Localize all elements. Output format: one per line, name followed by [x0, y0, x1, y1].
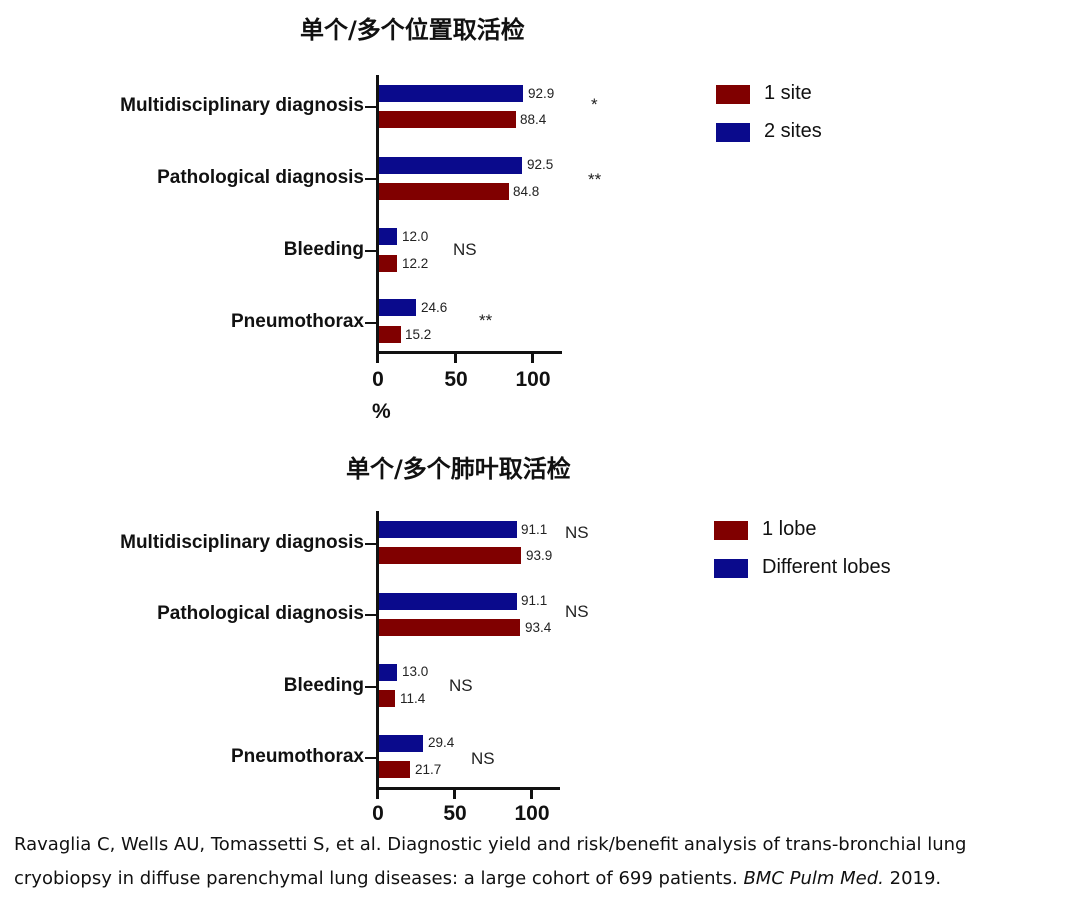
- bar-value: 92.9: [528, 86, 555, 101]
- bar-2-sites: [379, 85, 523, 102]
- bar-value: 11.4: [400, 691, 426, 706]
- x-tick-label: 100: [515, 368, 551, 391]
- legend-label: 1 site: [764, 82, 812, 104]
- y-tick: [365, 543, 377, 545]
- x-tick: [454, 352, 457, 363]
- legend-swatch-1-site: [716, 85, 750, 104]
- x-tick-label: 0: [372, 802, 384, 825]
- category-label: Multidisciplinary diagnosis: [120, 95, 364, 116]
- category-labels: Multidisciplinary diagnosis Pathological…: [0, 0, 364, 430]
- bar-1-site: [379, 255, 397, 272]
- y-tick: [365, 686, 377, 688]
- bar-1-site: [379, 183, 509, 200]
- y-tick: [365, 757, 377, 759]
- y-tick: [365, 250, 377, 252]
- x-tick: [531, 352, 534, 363]
- category-labels: Multidisciplinary diagnosis Pathological…: [0, 0, 364, 830]
- x-tick: [453, 788, 456, 799]
- bar-1-lobe: [379, 761, 410, 778]
- significance-marker: NS: [449, 676, 473, 695]
- x-tick: [376, 788, 379, 799]
- bar-value: 88.4: [520, 112, 547, 127]
- category-label: Multidisciplinary diagnosis: [120, 532, 364, 553]
- y-tick: [365, 614, 377, 616]
- bar-value: 93.9: [526, 548, 553, 563]
- bar-different-lobes: [379, 593, 517, 610]
- citation: Ravaglia C, Wells AU, Tomassetti S, et a…: [14, 828, 966, 896]
- category-label: Pathological diagnosis: [157, 603, 364, 624]
- y-tick: [365, 106, 377, 108]
- citation-journal: BMC Pulm Med.: [743, 868, 884, 889]
- significance-marker: NS: [471, 749, 495, 768]
- bar-different-lobes: [379, 664, 397, 681]
- legend-label: 2 sites: [764, 120, 822, 142]
- bar-1-lobe: [379, 547, 521, 564]
- bar-value: 84.8: [513, 184, 540, 199]
- y-tick: [365, 322, 377, 324]
- bar-value: 13.0: [402, 664, 429, 679]
- significance-marker: **: [588, 170, 602, 189]
- legend-label: 1 lobe: [762, 518, 817, 540]
- legend-label: Different lobes: [762, 556, 891, 578]
- bar-1-site: [379, 326, 401, 343]
- y-axis: [376, 75, 379, 353]
- x-tick: [376, 352, 379, 363]
- x-tick-label: 0: [372, 368, 384, 391]
- y-axis: [376, 511, 379, 789]
- category-label: Pneumothorax: [230, 311, 364, 332]
- chart-sites: 单个/多个位置取活检 Multidisciplinary diagnosis P…: [0, 0, 1080, 430]
- citation-year: 2019.: [883, 868, 942, 889]
- bar-value: 93.4: [525, 620, 552, 635]
- significance-marker: NS: [565, 602, 589, 621]
- legend-swatch-different-lobes: [714, 559, 748, 578]
- significance-marker: **: [479, 311, 493, 330]
- chart-lobes: 单个/多个肺叶取活检 Multidisciplinary diagnosis P…: [0, 0, 891, 830]
- bar-2-sites: [379, 228, 397, 245]
- significance-marker: NS: [565, 523, 589, 542]
- citation-text: of 699 patients.: [595, 868, 744, 889]
- x-tick-label: 50: [443, 802, 467, 825]
- chart-title: 单个/多个位置取活检: [300, 16, 525, 44]
- bar-1-lobe: [379, 690, 395, 707]
- x-tick-label: 100: [514, 802, 550, 825]
- category-label: Bleeding: [283, 239, 364, 260]
- x-axis: [376, 787, 560, 790]
- chart-title: 单个/多个肺叶取活检: [346, 455, 571, 483]
- bar-value: 12.0: [402, 229, 429, 244]
- y-tick: [365, 178, 377, 180]
- legend-swatch-2-sites: [716, 123, 750, 142]
- bar-value: 15.2: [405, 327, 432, 342]
- bar-value: 12.2: [402, 256, 429, 271]
- category-label: Pneumothorax: [230, 746, 364, 767]
- category-label: Pathological diagnosis: [157, 167, 364, 188]
- bar-value: 21.7: [415, 762, 442, 777]
- bar-2-sites: [379, 157, 522, 174]
- bar-value: 92.5: [527, 157, 554, 172]
- bar-value: 24.6: [421, 300, 448, 315]
- x-tick: [530, 788, 533, 799]
- bar-2-sites: [379, 299, 416, 316]
- bar-different-lobes: [379, 521, 517, 538]
- bar-1-lobe: [379, 619, 520, 636]
- citation-line-2: cryobiopsy in diffuse parenchymal lung d…: [14, 862, 966, 896]
- x-tick-label: 50: [444, 368, 468, 391]
- significance-marker: *: [591, 95, 598, 114]
- bar-different-lobes: [379, 735, 423, 752]
- bar-value: 91.1: [521, 522, 548, 537]
- bar-value: 91.1: [521, 593, 548, 608]
- citation-line-1: Ravaglia C, Wells AU, Tomassetti S, et a…: [14, 834, 967, 855]
- bar-value: 29.4: [428, 735, 455, 750]
- x-axis: [376, 351, 562, 354]
- x-axis-label: %: [372, 400, 391, 423]
- category-label: Bleeding: [283, 675, 364, 696]
- citation-text: cryobiopsy in diffuse parenchymal lung d…: [14, 868, 596, 889]
- bar-1-site: [379, 111, 516, 128]
- significance-marker: NS: [453, 240, 477, 259]
- legend-swatch-1-lobe: [714, 521, 748, 540]
